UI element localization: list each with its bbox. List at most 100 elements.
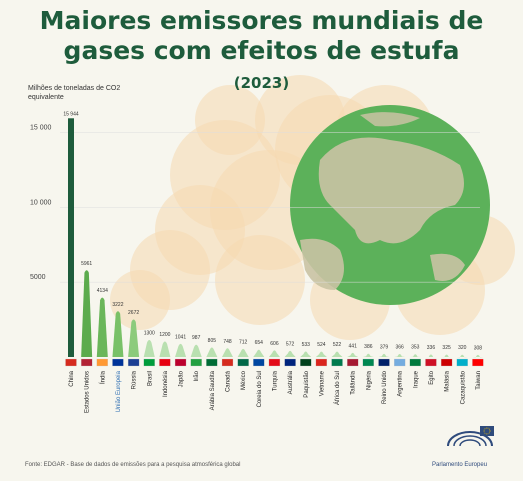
- flag-icon: [65, 358, 77, 367]
- flag-icon: [237, 358, 249, 367]
- category-label: Taiwan: [476, 371, 482, 390]
- page-title: Maiores emissores mundiais de gases com …: [0, 6, 523, 66]
- smoke-puff: [195, 85, 265, 155]
- category-label: México: [241, 370, 247, 390]
- category-label: Cazaquistão: [460, 370, 466, 404]
- category-label: Coreia do Sul: [257, 371, 263, 407]
- bar: [331, 351, 343, 357]
- bar: [237, 348, 249, 357]
- globe-africa: [300, 238, 344, 290]
- bar: [96, 297, 108, 357]
- bar: [378, 353, 390, 357]
- value-label: 1200: [159, 332, 170, 338]
- value-label: 441: [349, 343, 358, 349]
- value-label: 325: [442, 345, 451, 351]
- category-label: Canadá: [226, 370, 232, 392]
- bar: [222, 348, 233, 357]
- category-label: Turquia: [272, 370, 278, 391]
- category-label: Tailândia: [351, 370, 357, 394]
- bar: [128, 319, 140, 357]
- bar: [441, 354, 453, 358]
- category-label: Iraque: [413, 370, 419, 388]
- value-label: 2672: [128, 310, 139, 316]
- flag-icon: [206, 358, 218, 367]
- globe-australia: [430, 253, 465, 281]
- category-label: África do Sul: [334, 371, 341, 405]
- bar: [425, 354, 437, 357]
- globe-illustration: [290, 105, 490, 305]
- y-axis-label: Milhões de toneladas de CO2 equivalente: [28, 85, 121, 101]
- flag-icon: [190, 358, 202, 367]
- bar: [362, 353, 374, 357]
- value-label: 524: [317, 342, 326, 348]
- flag-icon: [393, 358, 406, 367]
- title-line-2: gases com efeitos de estufa: [63, 36, 460, 65]
- value-label: 606: [270, 341, 279, 347]
- category-label: Arábia Saudita: [210, 370, 216, 410]
- value-label: 353: [411, 345, 420, 351]
- logo-label: Parlamento Europeu: [432, 462, 488, 468]
- flag-icon: [174, 358, 187, 367]
- bar: [81, 270, 93, 357]
- value-label: 805: [208, 338, 217, 344]
- value-label: 712: [239, 339, 248, 345]
- value-label: 336: [427, 345, 436, 351]
- bar: [409, 354, 421, 357]
- bar: [300, 351, 312, 357]
- category-label: Indonésia: [163, 370, 169, 397]
- value-label: 1041: [175, 334, 186, 340]
- bar: [347, 352, 359, 357]
- bar: [253, 349, 265, 357]
- grid-lines: 5000 10 000 15 000: [30, 124, 480, 283]
- flag-icon: [472, 358, 484, 367]
- category-label: Argentina: [398, 370, 404, 396]
- value-label: 15 944: [63, 111, 79, 117]
- source-note: Fonte: EDGAR - Base de dados de emissões…: [25, 462, 241, 468]
- y-tick-label: 10 000: [30, 199, 52, 206]
- flag-icon: [143, 358, 155, 367]
- bar: [190, 344, 202, 357]
- value-label: 533: [302, 342, 311, 348]
- flags: [65, 358, 484, 367]
- bar: [112, 311, 124, 357]
- flag-icon: [81, 358, 93, 367]
- value-label: 3222: [112, 302, 123, 308]
- value-label: 987: [192, 335, 201, 341]
- european-parliament-logo: [447, 426, 494, 447]
- category-label: Reino Unido: [382, 370, 388, 404]
- value-label: 366: [395, 345, 404, 351]
- globe-north: [360, 112, 420, 127]
- flag-icon: [425, 358, 437, 367]
- flag-icon: [159, 358, 171, 367]
- category-label: Paquistão: [304, 370, 310, 397]
- value-label: 386: [364, 344, 373, 350]
- bar: [456, 354, 468, 358]
- category-label: Índia: [99, 370, 106, 384]
- flag-icon: [440, 358, 453, 367]
- flag-icon: [221, 358, 234, 367]
- bar: [175, 343, 187, 357]
- category-label: Japão: [179, 370, 185, 387]
- bars: [68, 118, 484, 358]
- flag-icon: [362, 358, 375, 367]
- value-label: 320: [458, 345, 467, 351]
- bar: [206, 347, 218, 357]
- bar: [394, 354, 406, 357]
- labels: 15 944 China 5961 Estados Unidos 4134 Índia 32…: [63, 111, 482, 413]
- category-label: Vietname: [319, 370, 325, 396]
- flag-icon: [315, 358, 328, 367]
- category-label: Malásia: [445, 370, 451, 391]
- y-tick-label: 15 000: [30, 124, 52, 131]
- category-label: Austrália: [288, 370, 294, 394]
- value-label: 5961: [81, 261, 92, 267]
- category-label: Rússia: [132, 370, 138, 389]
- value-label: 522: [333, 342, 342, 348]
- bar: [268, 350, 280, 357]
- category-label: Brasil: [147, 371, 153, 386]
- flag-icon: [300, 358, 312, 367]
- flag-icon: [409, 358, 421, 367]
- flag-icon: [378, 358, 390, 367]
- bar: [472, 354, 484, 358]
- value-label: 308: [474, 345, 483, 351]
